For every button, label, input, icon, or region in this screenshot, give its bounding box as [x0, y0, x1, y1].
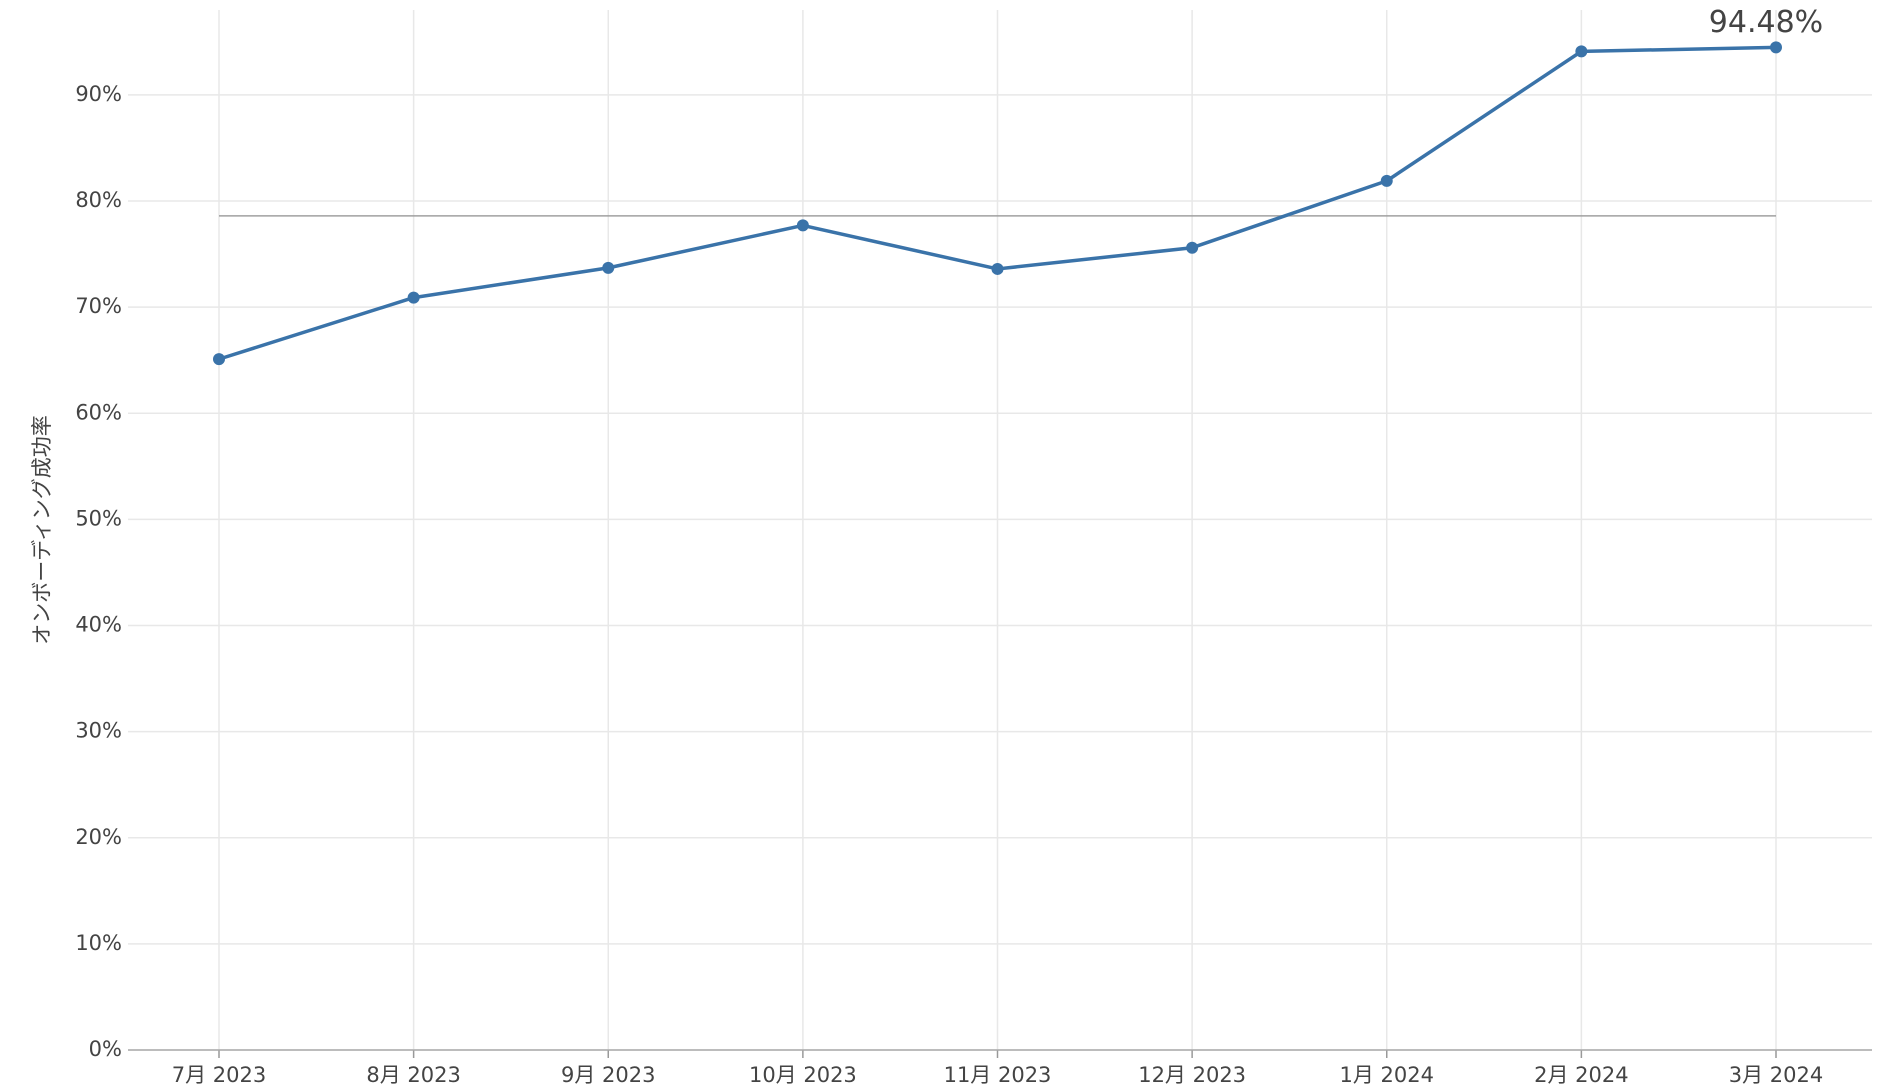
y-tick-label: 0%: [89, 1037, 122, 1061]
point: [1770, 41, 1782, 54]
data-label: 94.48%: [1709, 5, 1823, 40]
x-tick-label: 10月 2023: [749, 1063, 857, 1084]
y-tick-label: 80%: [75, 188, 122, 212]
x-tick-label: 9月 2023: [561, 1063, 655, 1084]
x-tick-label: 12月 2023: [1138, 1063, 1246, 1084]
y-tick-label: 90%: [75, 82, 122, 106]
y-tick-label: 60%: [75, 400, 122, 424]
y-tick-label: 40%: [75, 613, 122, 637]
x-tick-label: 3月 2024: [1729, 1063, 1823, 1084]
point: [1186, 241, 1199, 254]
point: [1380, 174, 1393, 187]
y-tick-label: 30%: [75, 719, 122, 743]
x-tick-label: 7月 2023: [172, 1063, 266, 1084]
point: [796, 219, 809, 232]
point: [1575, 45, 1588, 58]
point: [213, 353, 225, 366]
y-tick-label: 10%: [75, 931, 122, 955]
x-tick-label: 11月 2023: [944, 1063, 1052, 1084]
point: [991, 262, 1004, 275]
y-tick-label: 20%: [75, 825, 122, 849]
point: [602, 261, 615, 274]
y-tick-label: 50%: [75, 506, 122, 530]
y-tick-label: 70%: [75, 294, 122, 318]
x-tick-label: 1月 2024: [1340, 1063, 1434, 1084]
point: [407, 291, 420, 304]
y-axis-label: オンボーディング成功率: [30, 415, 54, 645]
x-tick-label: 2月 2024: [1534, 1063, 1628, 1084]
x-tick-label: 8月 2023: [366, 1063, 460, 1084]
